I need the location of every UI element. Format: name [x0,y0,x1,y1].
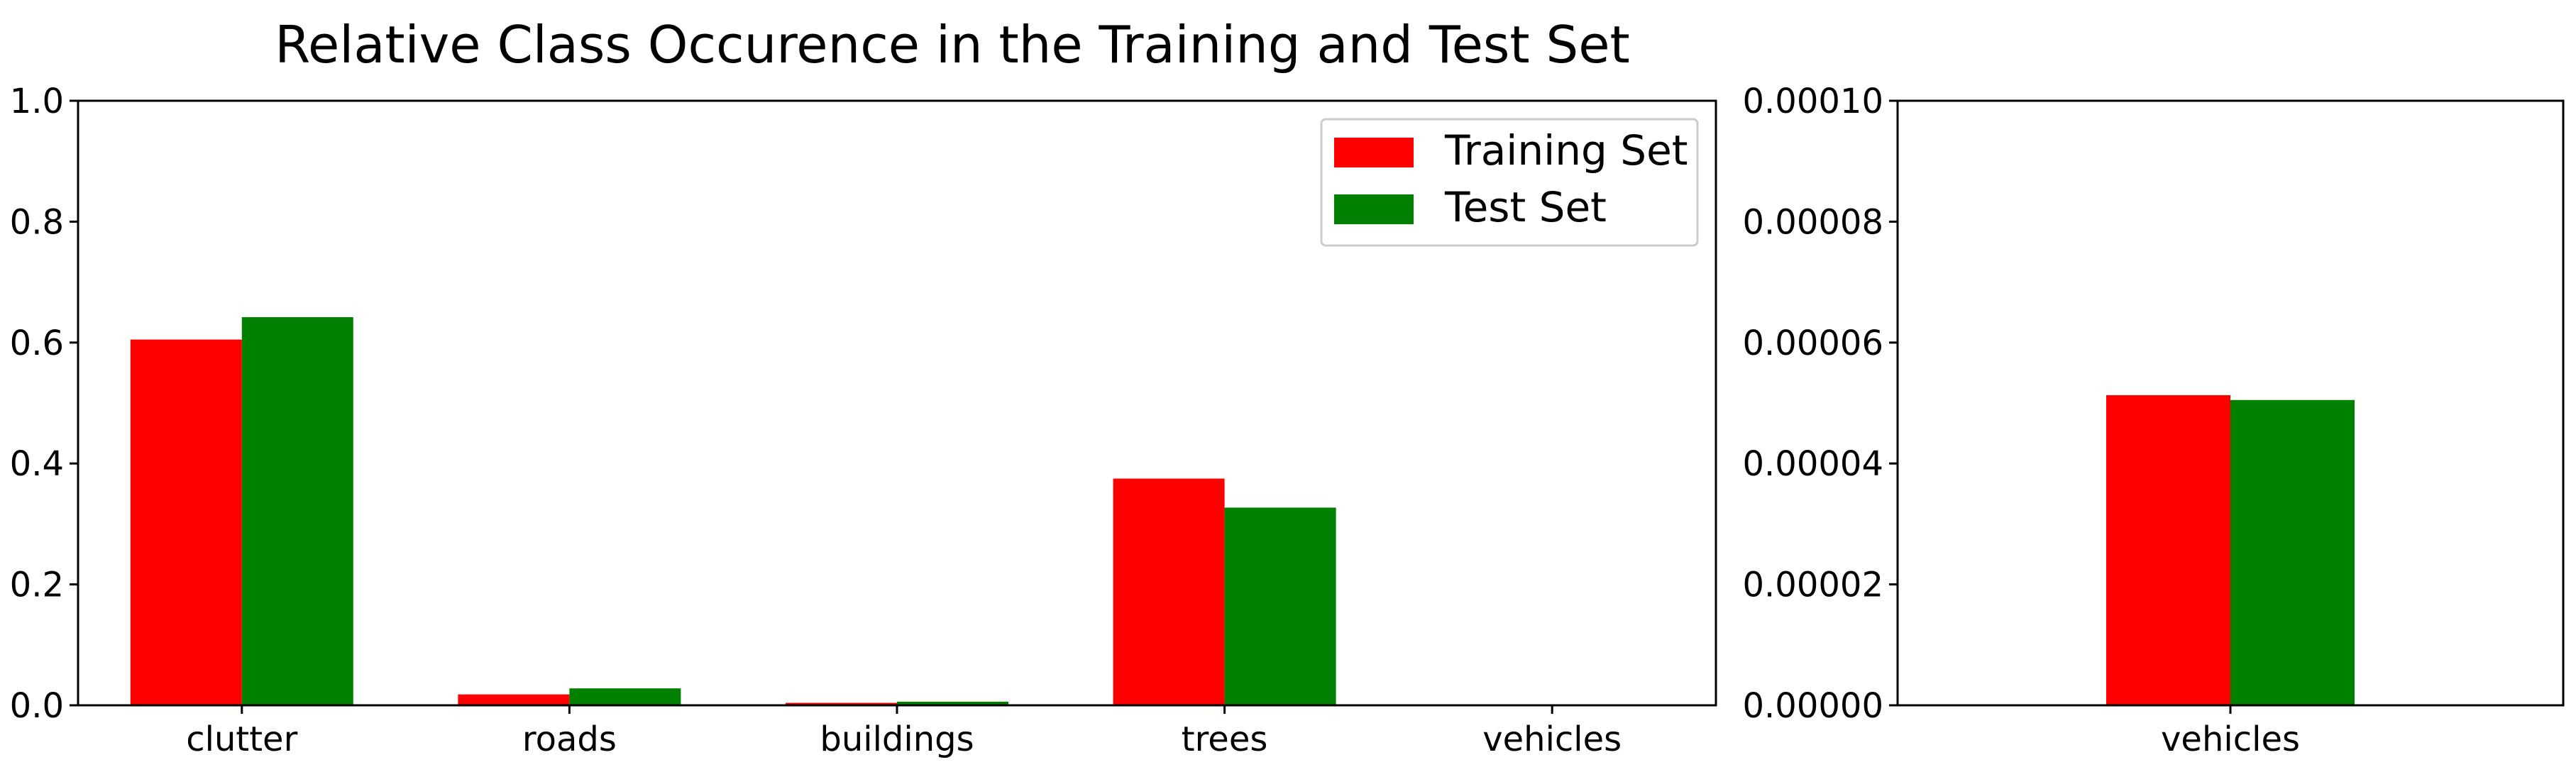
bar-test-set-clutter [241,317,353,705]
y-tick-label-1: 0.00002 [1743,566,1884,605]
legend-label-test-set: Test Set [1444,183,1607,231]
plot-frame [77,99,1717,707]
bar-training-set-trees [1113,478,1225,705]
x-tick-label-vehicles: vehicles [2161,719,2300,759]
bar-training-set-vehicles [2106,395,2230,705]
legend-label-training-set: Training Set [1444,126,1688,175]
y-tick-label-5: 0.00010 [1743,82,1884,121]
x-tick-label-clutter: clutter [186,719,297,759]
x-tick-label-trees: trees [1182,719,1268,759]
y-tick-label-4: 0.00008 [1743,202,1884,242]
y-tick-label-0: 0.0 [10,686,64,726]
y-tick-label-2: 0.4 [10,444,64,484]
legend-swatch-training-set [1334,138,1414,167]
bar-training-set-roads [458,694,570,705]
bar-test-set-roads [569,688,681,705]
bar-test-set-vehicles [2230,399,2355,705]
y-tick-label-2: 0.00004 [1743,444,1884,484]
x-tick-label-roads: roads [522,719,617,759]
chart-title: Relative Class Occurence in the Training… [275,15,1630,75]
y-tick-label-1: 0.2 [10,566,64,605]
bar-training-set-clutter [130,339,242,705]
legend: Training Set Test Set [1320,118,1699,247]
bar-test-set-trees [1224,507,1336,705]
y-tick-label-3: 0.00006 [1743,324,1884,363]
x-tick-label-buildings: buildings [820,719,974,759]
y-tick-label-4: 0.8 [10,202,64,242]
y-tick-label-3: 0.6 [10,324,64,363]
legend-frame [1320,118,1699,247]
plot-frame [1896,99,2565,707]
x-tick-label-vehicles: vehicles [1482,719,1622,759]
legend-swatch-test-set [1334,194,1414,224]
bar-test-set-buildings [897,701,1008,705]
y-tick-label-0: 0.00000 [1743,686,1884,726]
main-plot: clutter roads buildings trees vehicles 0.0 0.2… [10,82,1717,759]
vehicles-inset-plot: vehicles 0.00000 0.00002 0.00004 0.00006 0.00… [1743,82,2565,759]
y-tick-label-5: 1.0 [10,82,64,121]
bar-training-set-buildings [786,702,897,705]
